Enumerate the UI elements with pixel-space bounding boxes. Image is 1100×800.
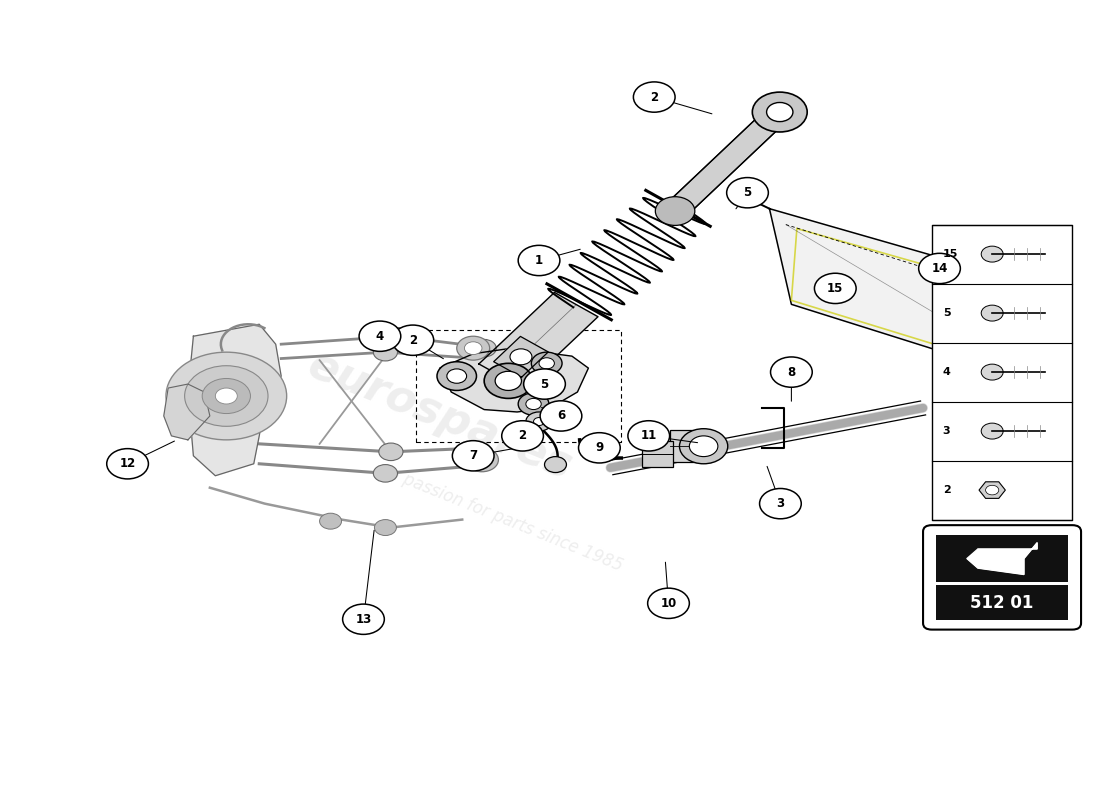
- Circle shape: [579, 433, 620, 463]
- Circle shape: [518, 393, 549, 415]
- Circle shape: [452, 441, 494, 471]
- Circle shape: [510, 349, 532, 365]
- FancyBboxPatch shape: [936, 534, 1068, 582]
- Text: 11: 11: [640, 430, 657, 442]
- Circle shape: [544, 457, 566, 473]
- Circle shape: [447, 369, 466, 383]
- Circle shape: [359, 321, 400, 351]
- Text: a passion for parts since 1985: a passion for parts since 1985: [386, 464, 626, 575]
- Circle shape: [531, 352, 562, 374]
- Polygon shape: [164, 384, 210, 440]
- Circle shape: [690, 436, 718, 457]
- Circle shape: [770, 357, 812, 387]
- Circle shape: [473, 454, 491, 466]
- Text: 3: 3: [943, 426, 950, 436]
- Circle shape: [373, 465, 397, 482]
- Circle shape: [634, 82, 675, 112]
- Text: 9: 9: [595, 442, 604, 454]
- Circle shape: [384, 327, 408, 345]
- Text: 6: 6: [557, 410, 565, 422]
- Circle shape: [484, 363, 532, 398]
- FancyBboxPatch shape: [932, 225, 1072, 519]
- FancyBboxPatch shape: [936, 585, 1068, 620]
- Circle shape: [456, 336, 490, 360]
- Circle shape: [502, 421, 543, 451]
- Text: 5: 5: [943, 308, 950, 318]
- Text: 15: 15: [943, 249, 958, 259]
- Circle shape: [742, 194, 760, 207]
- Circle shape: [464, 342, 482, 354]
- Circle shape: [202, 378, 251, 414]
- Polygon shape: [478, 293, 598, 388]
- Circle shape: [378, 443, 403, 461]
- Polygon shape: [188, 324, 282, 476]
- Circle shape: [342, 604, 384, 634]
- Text: 1: 1: [535, 254, 543, 267]
- Circle shape: [392, 325, 433, 355]
- Circle shape: [518, 246, 560, 276]
- Polygon shape: [979, 482, 1005, 498]
- Circle shape: [534, 418, 544, 426]
- Text: 12: 12: [120, 458, 135, 470]
- Circle shape: [524, 369, 565, 399]
- Polygon shape: [967, 542, 1037, 574]
- Circle shape: [656, 197, 695, 226]
- Circle shape: [981, 305, 1003, 321]
- Text: 2: 2: [650, 90, 658, 103]
- Circle shape: [216, 388, 238, 404]
- Circle shape: [752, 92, 807, 132]
- Circle shape: [540, 401, 582, 431]
- Circle shape: [472, 339, 496, 357]
- Text: 5: 5: [540, 378, 549, 390]
- Circle shape: [185, 366, 268, 426]
- Circle shape: [526, 412, 552, 431]
- Polygon shape: [440, 348, 588, 412]
- Text: 2: 2: [409, 334, 417, 346]
- Text: 4: 4: [943, 367, 950, 377]
- Circle shape: [648, 588, 690, 618]
- Circle shape: [981, 364, 1003, 380]
- Polygon shape: [494, 337, 548, 378]
- Bar: [642, 442, 673, 467]
- Polygon shape: [671, 114, 781, 211]
- Text: 2: 2: [518, 430, 527, 442]
- Text: 512 01: 512 01: [970, 594, 1034, 612]
- Circle shape: [986, 486, 999, 495]
- Text: 7: 7: [469, 450, 477, 462]
- Circle shape: [760, 489, 801, 518]
- Bar: [670, 430, 712, 462]
- Circle shape: [320, 514, 341, 529]
- Text: 15: 15: [827, 282, 844, 295]
- Text: 8: 8: [788, 366, 795, 378]
- FancyBboxPatch shape: [923, 525, 1081, 630]
- Circle shape: [628, 421, 670, 451]
- Text: 14: 14: [932, 262, 948, 275]
- Circle shape: [814, 274, 856, 303]
- Text: 10: 10: [660, 597, 676, 610]
- Text: 4: 4: [376, 330, 384, 342]
- Text: 2: 2: [943, 485, 950, 495]
- Circle shape: [374, 519, 396, 535]
- Circle shape: [495, 371, 521, 390]
- Text: eurospares: eurospares: [301, 343, 579, 489]
- Circle shape: [981, 246, 1003, 262]
- Circle shape: [680, 429, 728, 464]
- Circle shape: [107, 449, 148, 479]
- Circle shape: [373, 343, 397, 361]
- Circle shape: [465, 448, 498, 472]
- Circle shape: [727, 178, 768, 208]
- Circle shape: [981, 423, 1003, 439]
- Circle shape: [526, 398, 541, 410]
- Circle shape: [437, 362, 476, 390]
- Text: 5: 5: [744, 186, 751, 199]
- Circle shape: [166, 352, 287, 440]
- Text: 3: 3: [777, 497, 784, 510]
- Circle shape: [767, 102, 793, 122]
- Circle shape: [539, 358, 554, 369]
- Circle shape: [918, 254, 960, 284]
- Polygon shape: [769, 209, 978, 356]
- Text: 13: 13: [355, 613, 372, 626]
